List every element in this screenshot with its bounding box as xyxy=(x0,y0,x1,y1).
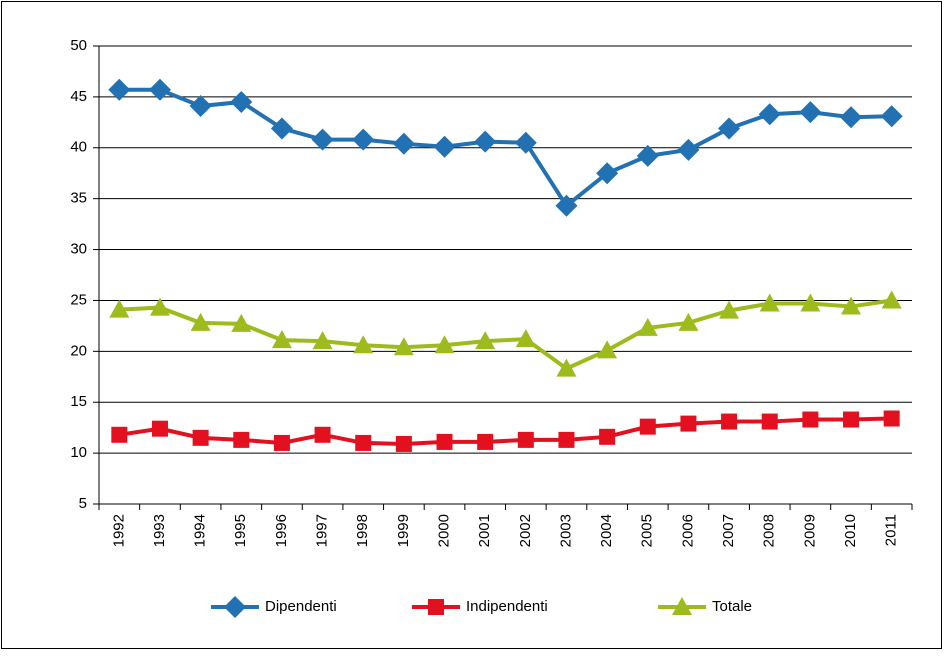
marker xyxy=(475,331,496,350)
marker xyxy=(880,105,903,128)
marker xyxy=(231,313,252,332)
marker xyxy=(436,433,453,450)
marker xyxy=(474,130,497,153)
marker xyxy=(677,138,700,161)
marker xyxy=(718,117,741,140)
marker xyxy=(355,434,372,451)
x-tick-label: 2001 xyxy=(476,514,493,547)
y-tick-label: 20 xyxy=(70,342,87,359)
x-tick-label: 2008 xyxy=(761,514,778,547)
marker xyxy=(271,330,292,349)
legend-label: Totale xyxy=(712,598,752,615)
y-tick-label: 40 xyxy=(70,139,87,156)
marker xyxy=(393,337,414,356)
x-tick-label: 1998 xyxy=(354,514,371,547)
marker xyxy=(230,90,253,113)
x-tick-label: 2003 xyxy=(557,514,574,547)
marker xyxy=(311,128,334,151)
x-tick-label: 2010 xyxy=(842,514,859,547)
marker xyxy=(190,312,211,331)
marker xyxy=(233,431,250,448)
marker xyxy=(353,335,374,354)
marker xyxy=(759,293,780,312)
y-tick-label: 10 xyxy=(70,444,87,461)
x-tick-label: 1993 xyxy=(151,514,168,547)
marker xyxy=(434,335,455,354)
marker xyxy=(433,135,456,158)
marker xyxy=(761,413,778,430)
y-tick-label: 50 xyxy=(70,37,87,54)
marker xyxy=(392,132,415,155)
marker xyxy=(721,413,738,430)
marker xyxy=(719,300,740,319)
marker xyxy=(802,411,819,428)
y-tick-label: 15 xyxy=(70,393,87,410)
marker xyxy=(555,194,578,217)
marker xyxy=(273,434,290,451)
marker xyxy=(517,431,534,448)
x-tick-label: 2007 xyxy=(720,514,737,547)
marker xyxy=(149,297,170,316)
marker xyxy=(352,128,375,151)
x-tick-label: 1994 xyxy=(192,514,209,547)
x-tick-label: 2006 xyxy=(679,514,696,547)
x-tick-label: 2009 xyxy=(801,514,818,547)
y-tick-label: 5 xyxy=(79,495,87,512)
marker xyxy=(148,78,171,101)
marker xyxy=(312,331,333,350)
x-tick-label: 1995 xyxy=(232,514,249,547)
legend-label: Dipendenti xyxy=(265,598,337,615)
marker xyxy=(109,299,130,318)
marker xyxy=(108,78,131,101)
marker xyxy=(881,290,902,309)
marker xyxy=(800,293,821,312)
marker xyxy=(151,420,168,437)
marker xyxy=(192,429,209,446)
legend-label: Indipendenti xyxy=(466,598,548,615)
x-tick-label: 1997 xyxy=(314,514,331,547)
x-tick-label: 2011 xyxy=(883,514,900,546)
marker xyxy=(680,415,697,432)
x-tick-label: 2002 xyxy=(517,514,534,547)
x-tick-label: 1999 xyxy=(395,514,412,547)
marker xyxy=(636,144,659,167)
marker xyxy=(477,433,494,450)
marker xyxy=(678,312,699,331)
marker xyxy=(314,426,331,443)
marker xyxy=(596,162,619,185)
marker xyxy=(270,117,293,140)
marker xyxy=(558,431,575,448)
x-tick-label: 2004 xyxy=(598,514,615,547)
x-tick-label: 2005 xyxy=(639,514,656,547)
marker xyxy=(883,410,900,427)
marker xyxy=(189,95,212,118)
marker xyxy=(599,428,616,445)
x-tick-label: 1992 xyxy=(110,514,127,547)
marker xyxy=(515,329,536,348)
y-tick-label: 30 xyxy=(70,241,87,258)
x-tick-label: 2000 xyxy=(435,514,452,547)
marker xyxy=(428,599,444,615)
marker xyxy=(799,101,822,124)
marker xyxy=(840,106,863,129)
y-tick-label: 45 xyxy=(70,88,87,105)
x-tick-label: 1996 xyxy=(273,514,290,547)
marker xyxy=(758,103,781,126)
marker xyxy=(672,597,692,615)
marker xyxy=(395,435,412,452)
marker xyxy=(111,426,128,443)
y-tick-label: 35 xyxy=(70,190,87,207)
marker xyxy=(843,411,860,428)
marker xyxy=(841,296,862,315)
marker xyxy=(637,317,658,336)
marker xyxy=(224,596,246,618)
marker xyxy=(597,340,618,359)
marker xyxy=(514,131,537,154)
y-tick-label: 25 xyxy=(70,291,87,308)
marker xyxy=(639,418,656,435)
marker xyxy=(556,358,577,377)
